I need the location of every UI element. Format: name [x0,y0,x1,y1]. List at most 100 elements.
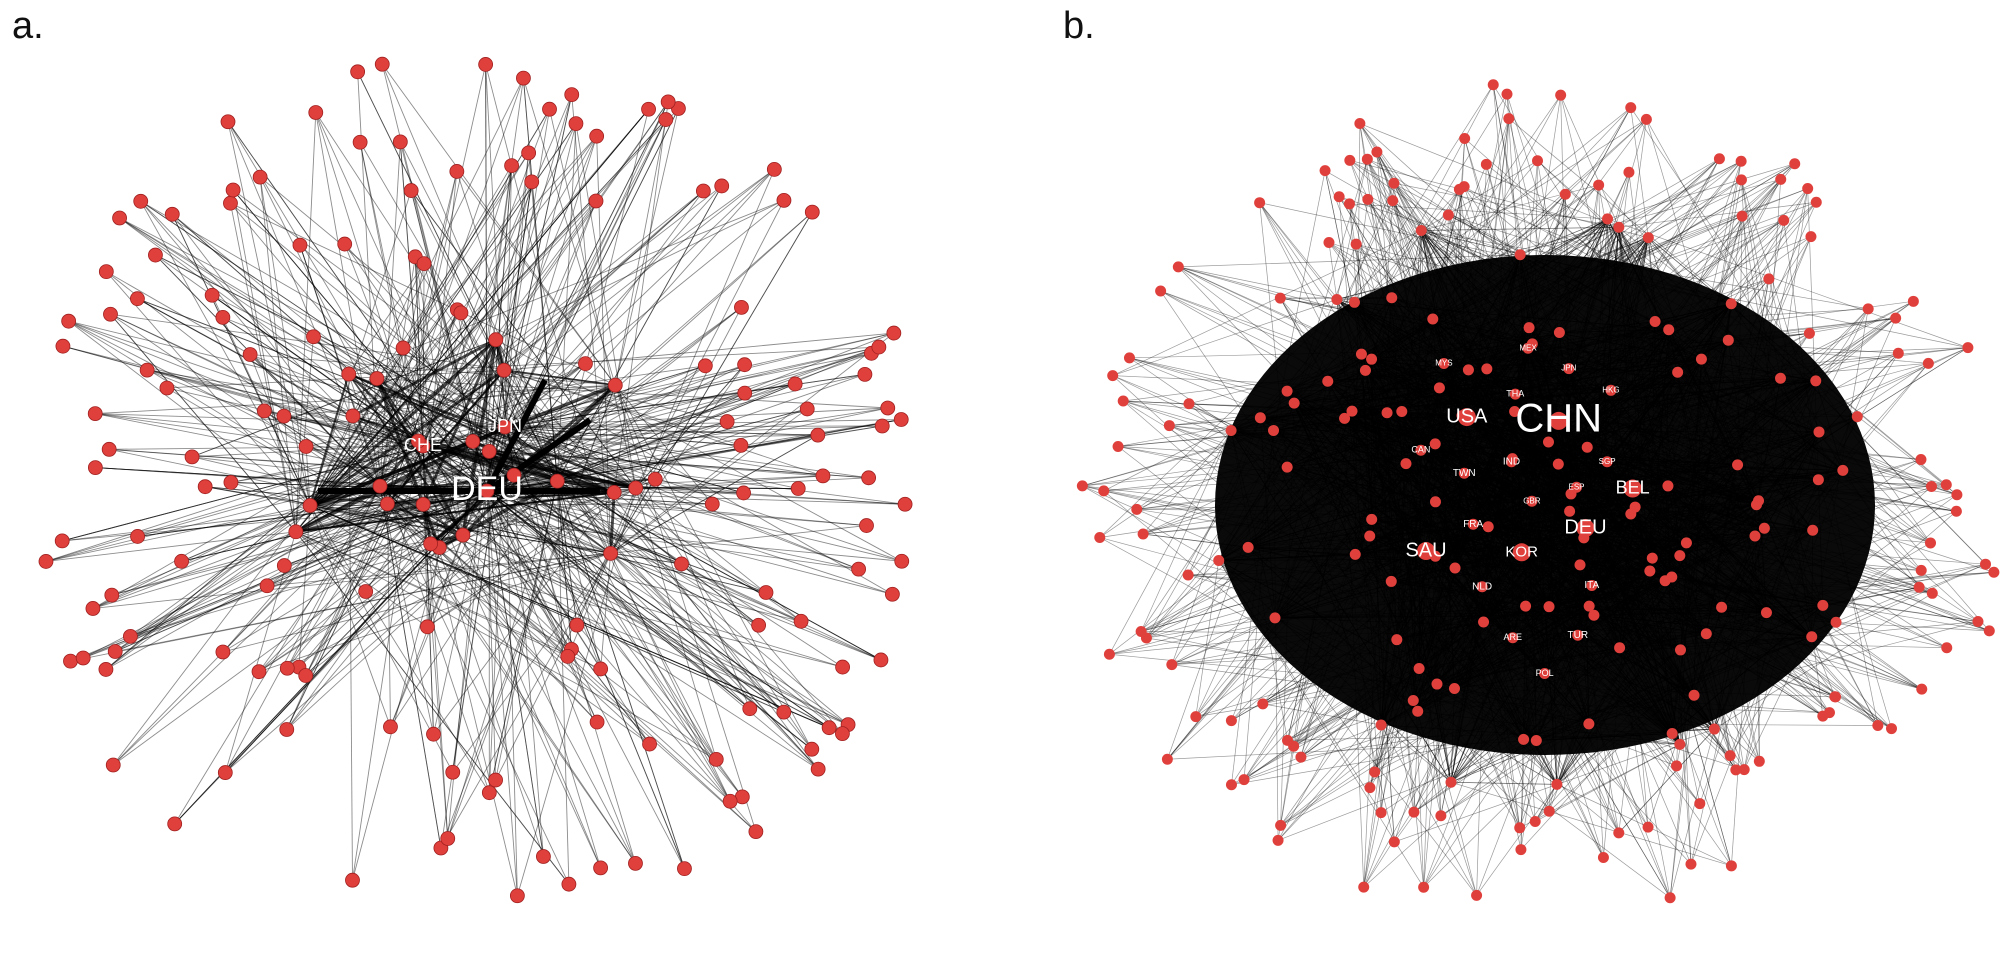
edge [610,434,819,554]
node [302,498,318,513]
edge [485,64,612,554]
edge [1363,556,1436,888]
edge [295,364,745,533]
edge [95,384,616,415]
edge [1218,486,1577,561]
edge [1396,470,1843,641]
edge [1721,530,1813,608]
edge [309,505,391,727]
edge [309,505,830,729]
edge [1822,542,1931,606]
node [628,855,643,871]
node [1559,188,1571,200]
edge [295,531,366,592]
edge [1365,370,1513,459]
edge [1365,370,1611,391]
edge [1655,308,1869,322]
node [588,193,604,209]
edge [610,552,882,661]
node [217,765,233,780]
edge [1721,606,1812,638]
edge [1412,372,1678,701]
node [751,617,767,633]
edge [557,365,706,482]
edge [1231,411,1353,721]
edge [348,374,353,881]
edge [258,490,488,673]
edge [1476,784,1558,896]
node [259,578,275,594]
edge [1583,303,1732,539]
edge [259,176,637,489]
edge [1365,370,1651,572]
node [1716,601,1728,613]
edge [1277,740,1537,841]
edge [386,503,391,727]
edge [610,553,819,770]
edge [1371,519,1823,606]
edge [1123,400,1819,481]
edge [1822,586,1920,606]
node [1552,458,1564,470]
node [607,377,623,393]
edge [315,112,488,492]
edge [1247,547,1536,822]
edge [1262,393,1516,705]
node [1268,424,1280,436]
node [1951,489,1963,501]
node [1339,412,1351,424]
edge [1396,571,1994,641]
edge [1365,370,1419,712]
edge [1559,237,1649,333]
edge [1559,329,1669,333]
edge [1355,244,1392,582]
node [488,772,503,788]
node [1674,644,1686,656]
edge [503,369,813,750]
edge [137,440,473,537]
edge [557,480,843,734]
edge [504,373,865,428]
edge [1450,634,1579,783]
edge [1619,459,1922,649]
edge [1417,711,1442,816]
node [568,116,584,132]
node [1950,505,1962,517]
edge [1487,526,1550,607]
edge [504,426,741,446]
edge [556,185,723,482]
node [1429,550,1441,562]
edge [1405,371,1678,464]
edge [379,485,636,864]
edge [298,426,506,668]
edge [140,201,381,487]
edge [430,136,598,544]
edge [1434,218,1608,445]
edge [557,383,796,482]
edge [1514,411,1813,531]
edge [417,200,597,442]
edge [1361,353,1513,459]
edge [614,211,813,386]
edge [1701,188,1808,360]
edge [1576,486,1756,537]
node [1396,405,1408,417]
edge [1450,605,1823,783]
node [737,357,753,373]
edge [1259,202,1595,616]
edge [62,445,424,542]
edge [556,481,572,650]
node [1462,364,1474,376]
edge [486,109,550,492]
node [1076,480,1088,492]
edge [309,185,723,506]
node [606,485,622,500]
node [1453,183,1465,195]
edge [1822,586,1920,606]
edge [1371,158,1720,360]
edge [166,387,431,545]
edge [1514,194,1566,412]
edge [1610,179,1782,391]
edge [1585,237,1649,529]
edge [225,480,558,773]
